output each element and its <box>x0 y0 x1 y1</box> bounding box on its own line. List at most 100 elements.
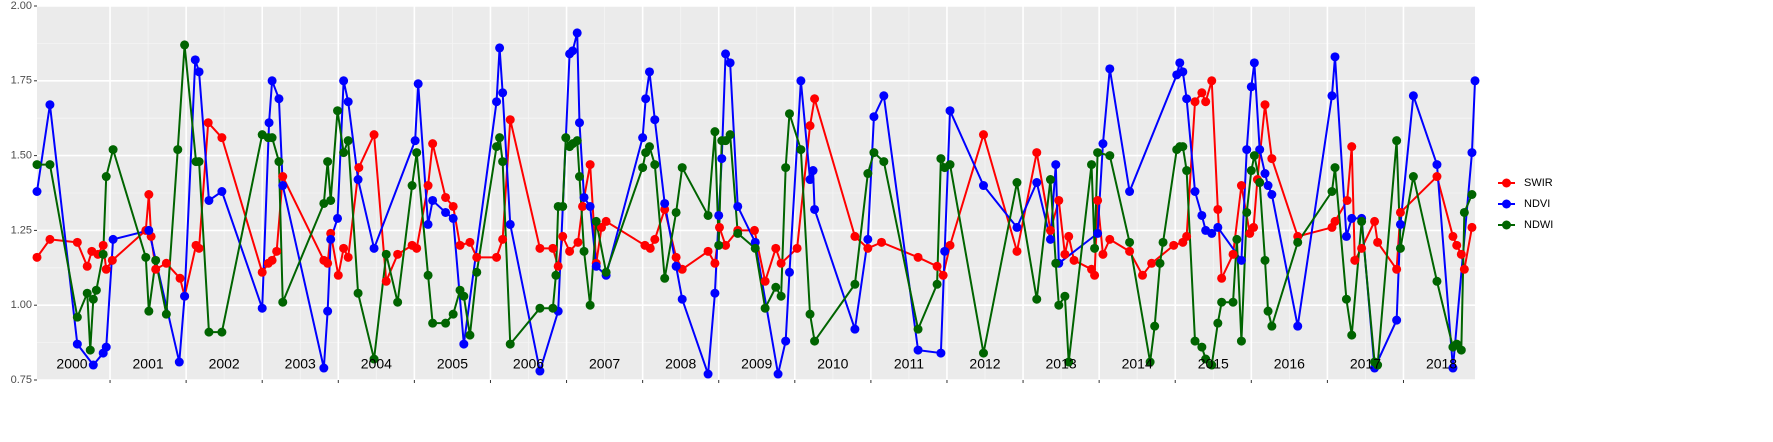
data-point <box>781 163 791 173</box>
data-point <box>161 258 171 268</box>
year-annotation: 2001 <box>133 356 164 372</box>
data-point <box>1246 82 1256 92</box>
data-point <box>410 136 420 146</box>
y-tick-label: 1.75 <box>11 75 32 87</box>
data-point <box>343 97 353 107</box>
data-point <box>1373 360 1383 370</box>
data-point <box>1260 100 1270 110</box>
data-point <box>776 291 786 301</box>
data-point <box>1069 255 1079 265</box>
data-point <box>381 249 391 259</box>
data-point <box>274 157 284 167</box>
data-point <box>1207 228 1217 238</box>
data-point <box>1045 175 1055 185</box>
data-point <box>725 130 735 140</box>
data-point <box>1105 234 1115 244</box>
data-point <box>1341 294 1351 304</box>
data-point <box>1432 172 1442 182</box>
data-point <box>585 201 595 211</box>
data-point <box>1060 291 1070 301</box>
data-point <box>1467 148 1477 158</box>
data-point <box>591 216 601 226</box>
data-point <box>333 213 343 223</box>
grid <box>37 5 1475 381</box>
data-point <box>591 261 601 271</box>
data-point <box>796 76 806 86</box>
data-point <box>714 222 724 232</box>
data-point <box>217 327 227 337</box>
data-point <box>1032 148 1042 158</box>
data-point <box>1327 91 1337 101</box>
data-point <box>850 279 860 289</box>
data-point <box>850 231 860 241</box>
data-point <box>505 219 515 229</box>
data-point <box>107 255 117 265</box>
data-point <box>601 216 611 226</box>
data-point <box>428 195 438 205</box>
year-annotation: 2000 <box>56 356 87 372</box>
data-point <box>267 133 277 143</box>
data-point <box>1467 222 1477 232</box>
data-point <box>863 234 873 244</box>
data-point <box>161 309 171 319</box>
data-point <box>1228 297 1238 307</box>
data-point <box>1459 264 1469 274</box>
data-point <box>714 240 724 250</box>
data-point <box>407 181 417 191</box>
data-point <box>101 264 111 274</box>
y-tick-label: 1.50 <box>11 150 32 162</box>
year-annotation: 2012 <box>969 356 1000 372</box>
data-point <box>441 192 451 202</box>
y-tick-label: 0.75 <box>11 374 32 386</box>
data-point <box>448 201 458 211</box>
year-annotation: 2002 <box>209 356 240 372</box>
data-point <box>88 294 98 304</box>
data-point <box>585 160 595 170</box>
data-point <box>771 243 781 253</box>
data-point <box>574 118 584 128</box>
data-point <box>572 28 582 38</box>
data-point <box>863 169 873 179</box>
year-annotation: 2008 <box>665 356 696 372</box>
data-point <box>1190 336 1200 346</box>
data-point <box>1138 270 1148 280</box>
data-point <box>1182 231 1192 241</box>
data-point <box>217 187 227 197</box>
data-point <box>1190 97 1200 107</box>
data-point <box>1087 160 1097 170</box>
data-point <box>1207 76 1217 86</box>
data-point <box>1178 142 1188 152</box>
year-annotation: 2016 <box>1274 356 1305 372</box>
data-point <box>1093 195 1103 205</box>
data-point <box>1249 222 1259 232</box>
data-point <box>1147 258 1157 268</box>
data-point <box>805 309 815 319</box>
data-point <box>1207 360 1217 370</box>
data-point <box>428 139 438 149</box>
data-point <box>264 118 274 128</box>
data-point <box>1197 342 1207 352</box>
data-point <box>101 172 111 182</box>
data-point <box>194 243 204 253</box>
data-point <box>710 127 720 137</box>
year-annotation: 2006 <box>513 356 544 372</box>
data-point <box>1448 231 1458 241</box>
data-point <box>932 279 942 289</box>
data-point <box>175 273 185 283</box>
data-point <box>1327 187 1337 197</box>
data-point <box>710 288 720 298</box>
year-annotation: 2017 <box>1350 356 1381 372</box>
data-point <box>1232 234 1242 244</box>
data-point <box>448 309 458 319</box>
data-point <box>877 237 887 247</box>
data-point <box>278 172 288 182</box>
data-point <box>1201 97 1211 107</box>
data-point <box>1255 145 1265 155</box>
data-point <box>671 261 681 271</box>
data-point <box>1456 345 1466 355</box>
data-point <box>1236 181 1246 191</box>
data-point <box>1045 225 1055 235</box>
data-point <box>1213 204 1223 214</box>
data-point <box>1267 154 1277 164</box>
